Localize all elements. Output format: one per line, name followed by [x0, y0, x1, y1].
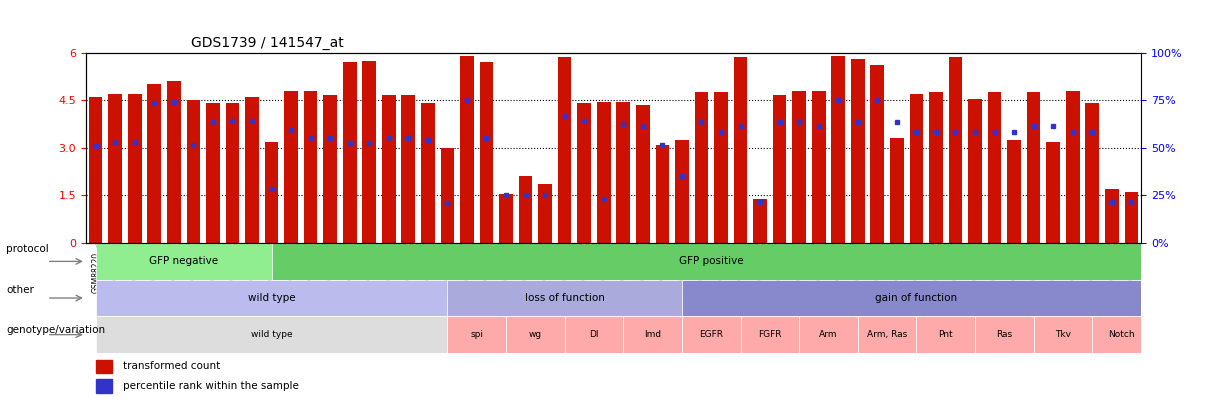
Bar: [753, 198, 767, 243]
Text: gain of function: gain of function: [875, 293, 957, 303]
Text: Imd: Imd: [644, 330, 661, 339]
Text: genotype/variation: genotype/variation: [6, 325, 106, 335]
Bar: [271, 243, 1151, 280]
Bar: [187, 100, 200, 243]
Text: wild type: wild type: [250, 330, 292, 339]
Bar: [948, 58, 962, 243]
Bar: [558, 58, 572, 243]
Bar: [226, 103, 239, 243]
Bar: [96, 316, 448, 353]
Bar: [1124, 192, 1139, 243]
Bar: [96, 243, 271, 280]
Text: GFP positive: GFP positive: [679, 256, 744, 266]
Bar: [440, 148, 454, 243]
Text: GDS1739 / 141547_at: GDS1739 / 141547_at: [191, 36, 344, 50]
Text: Dl: Dl: [589, 330, 599, 339]
Text: wg: wg: [529, 330, 542, 339]
Bar: [858, 316, 917, 353]
FancyBboxPatch shape: [97, 360, 113, 373]
Bar: [564, 316, 623, 353]
Bar: [917, 316, 975, 353]
Bar: [1106, 189, 1119, 243]
Bar: [96, 280, 448, 316]
Text: transformed count: transformed count: [123, 361, 220, 371]
Bar: [929, 92, 942, 243]
Bar: [401, 96, 415, 243]
Bar: [655, 145, 669, 243]
Bar: [623, 316, 682, 353]
FancyBboxPatch shape: [97, 379, 113, 392]
Bar: [773, 96, 787, 243]
Bar: [682, 316, 741, 353]
Bar: [362, 61, 375, 243]
Bar: [1033, 316, 1092, 353]
Bar: [1066, 91, 1080, 243]
Bar: [909, 94, 923, 243]
Text: Pnt: Pnt: [939, 330, 953, 339]
Bar: [265, 141, 279, 243]
Bar: [850, 59, 865, 243]
Bar: [421, 103, 434, 243]
Bar: [382, 96, 395, 243]
Text: FGFR: FGFR: [758, 330, 782, 339]
Bar: [832, 56, 845, 243]
Bar: [245, 97, 259, 243]
Bar: [636, 105, 649, 243]
Bar: [734, 58, 747, 243]
Bar: [1027, 92, 1040, 243]
Bar: [539, 184, 552, 243]
Bar: [870, 65, 885, 243]
Bar: [578, 103, 591, 243]
Bar: [480, 62, 493, 243]
Bar: [1007, 140, 1021, 243]
Bar: [499, 194, 513, 243]
Bar: [975, 316, 1033, 353]
Text: wild type: wild type: [248, 293, 296, 303]
Bar: [616, 102, 631, 243]
Bar: [448, 280, 682, 316]
Bar: [128, 94, 141, 243]
Bar: [147, 84, 161, 243]
Bar: [108, 94, 121, 243]
Bar: [714, 92, 728, 243]
Bar: [793, 91, 806, 243]
Bar: [968, 99, 982, 243]
Text: Arm, Ras: Arm, Ras: [867, 330, 907, 339]
Bar: [812, 91, 826, 243]
Text: Ras: Ras: [996, 330, 1012, 339]
Bar: [675, 140, 688, 243]
Text: GFP negative: GFP negative: [148, 256, 218, 266]
Text: percentile rank within the sample: percentile rank within the sample: [123, 381, 298, 391]
Text: Notch: Notch: [1108, 330, 1135, 339]
Bar: [448, 316, 506, 353]
Text: spi: spi: [470, 330, 483, 339]
Bar: [741, 316, 799, 353]
Bar: [506, 316, 564, 353]
Bar: [167, 81, 180, 243]
Bar: [1086, 103, 1099, 243]
Bar: [304, 91, 318, 243]
Bar: [682, 280, 1151, 316]
Bar: [694, 92, 708, 243]
Bar: [342, 62, 357, 243]
Text: loss of function: loss of function: [525, 293, 605, 303]
Text: other: other: [6, 285, 34, 294]
Text: Tkv: Tkv: [1055, 330, 1071, 339]
Bar: [285, 91, 298, 243]
Bar: [460, 56, 474, 243]
Bar: [1092, 316, 1151, 353]
Bar: [324, 96, 337, 243]
Text: protocol: protocol: [6, 244, 49, 254]
Bar: [1047, 141, 1060, 243]
Text: Arm: Arm: [820, 330, 838, 339]
Bar: [519, 177, 533, 243]
Bar: [88, 97, 103, 243]
Text: EGFR: EGFR: [699, 330, 723, 339]
Bar: [206, 103, 220, 243]
Bar: [890, 139, 903, 243]
Bar: [988, 92, 1001, 243]
Bar: [799, 316, 858, 353]
Bar: [596, 102, 611, 243]
